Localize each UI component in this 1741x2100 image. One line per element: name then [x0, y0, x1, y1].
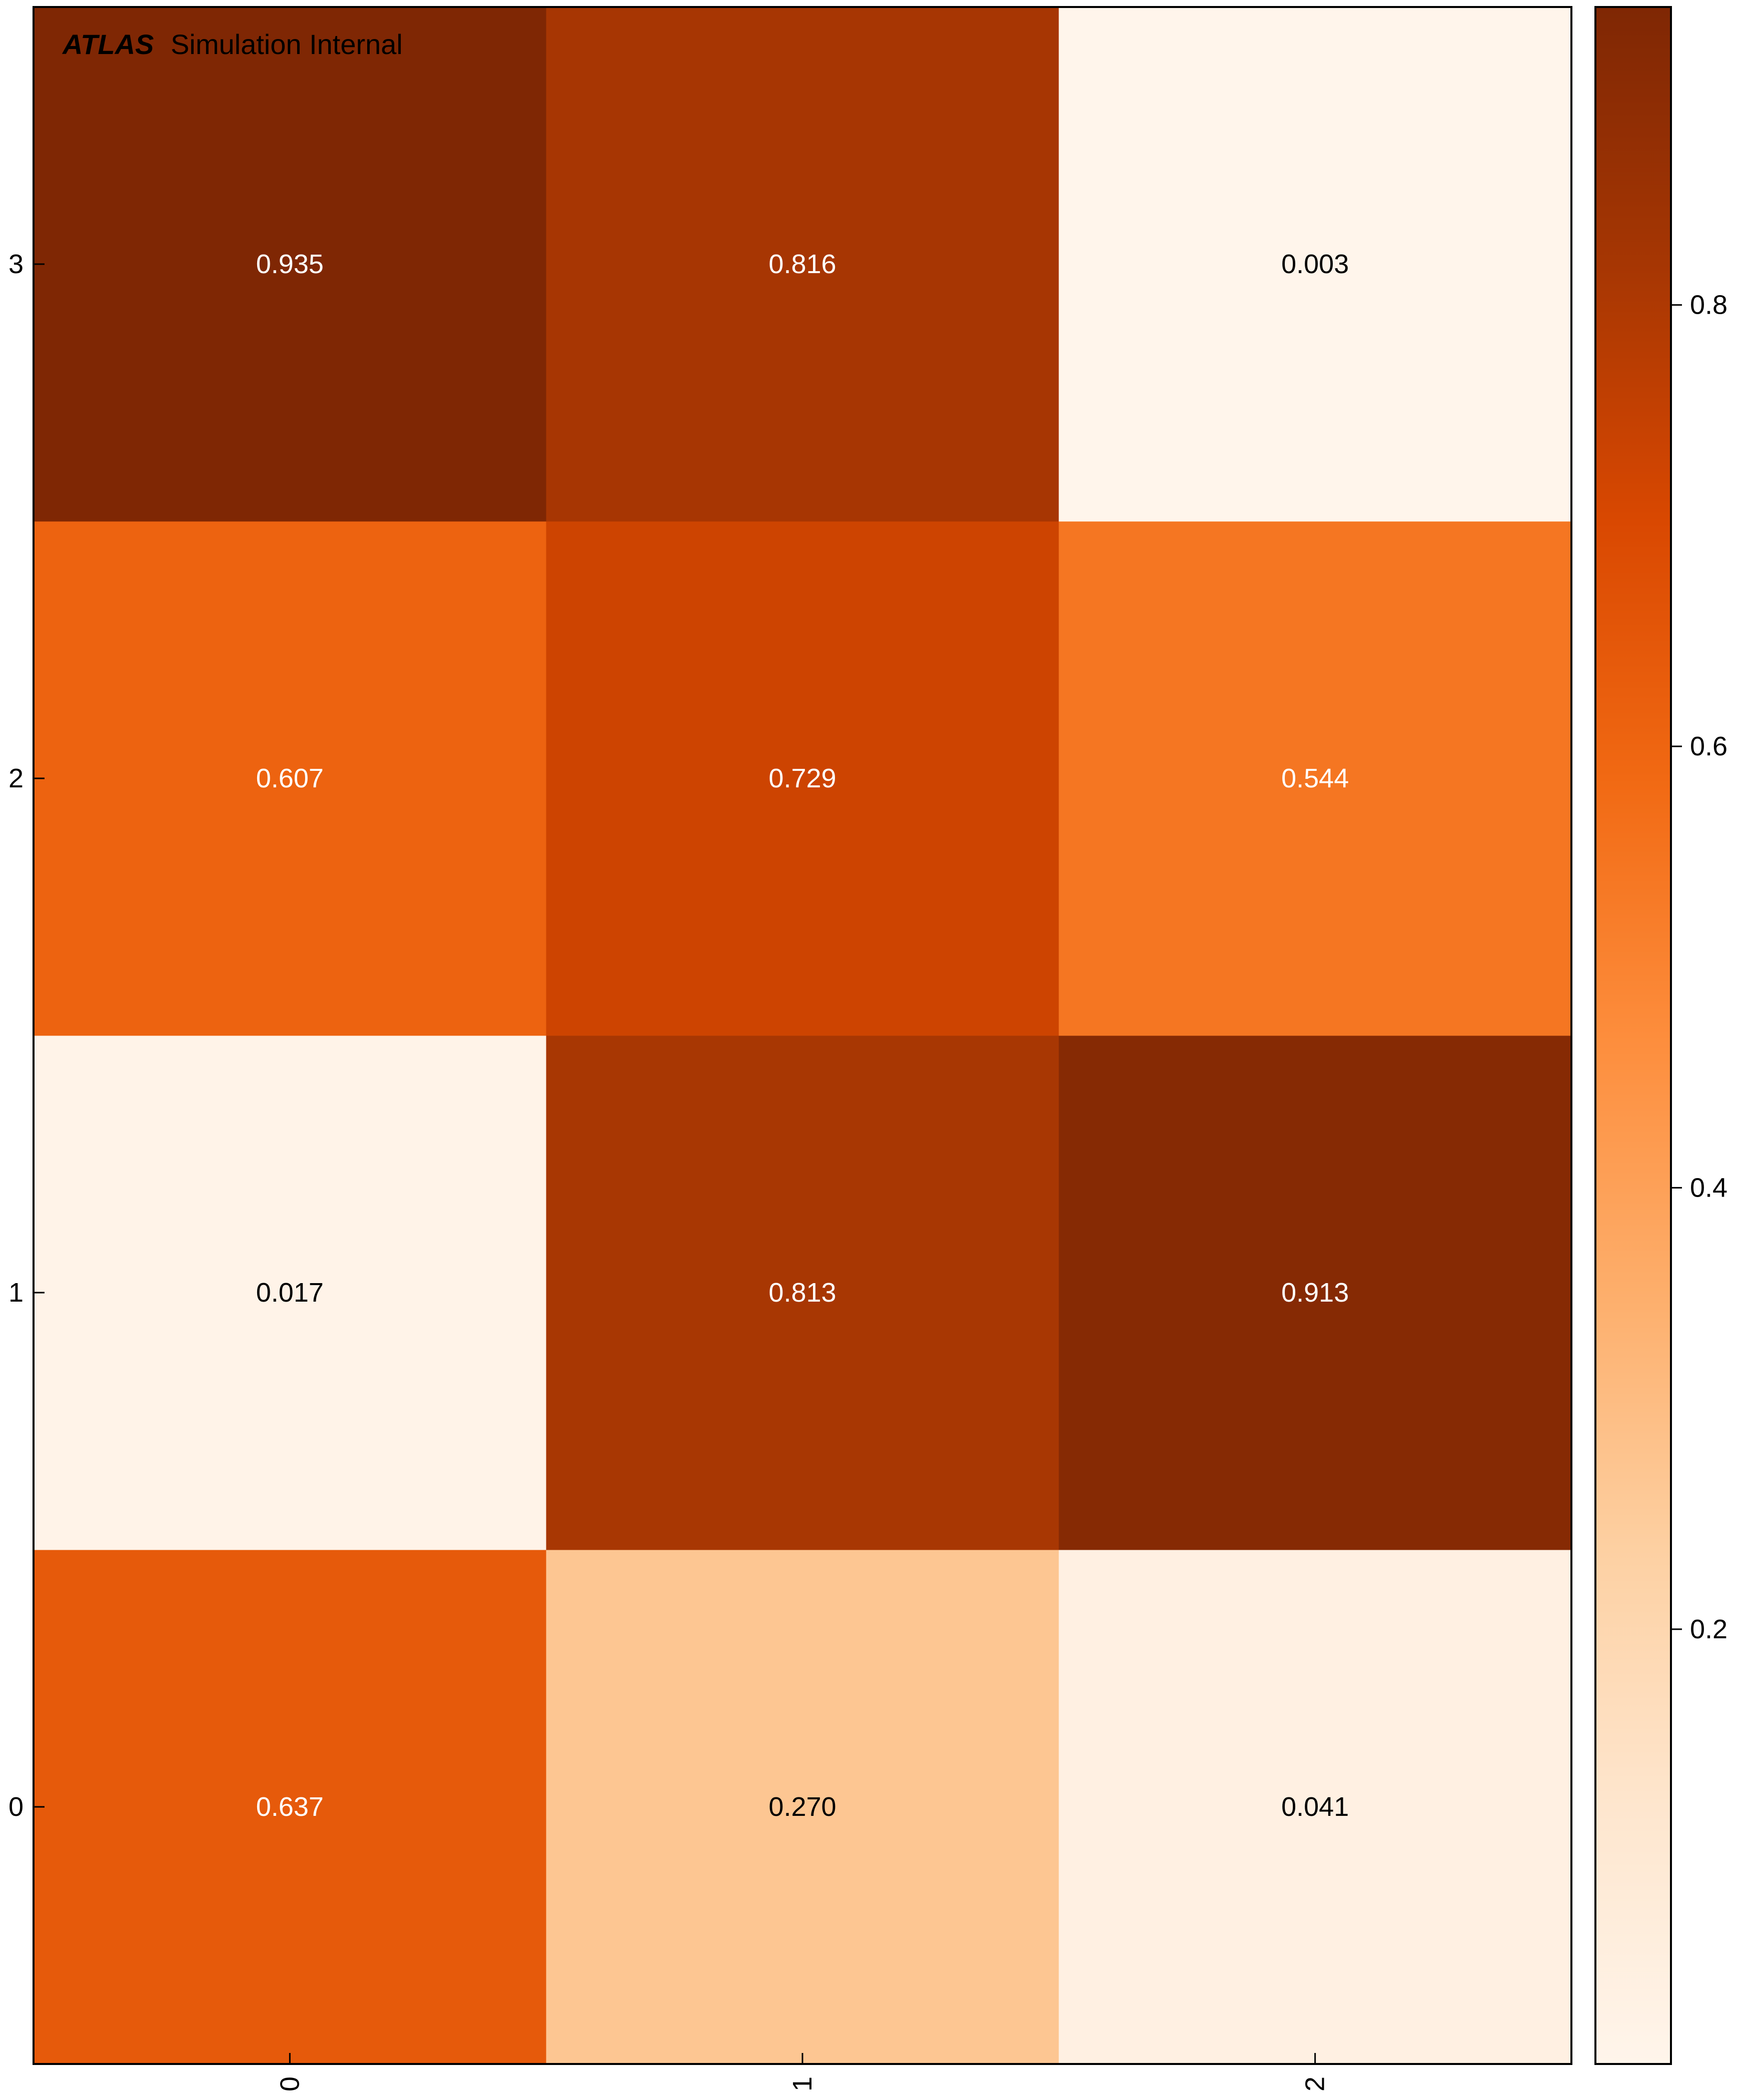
- atlas-label-bold: ATLAS: [62, 29, 154, 60]
- cell-value-label: 0.544: [1281, 763, 1349, 793]
- colorbar-frame: [1594, 6, 1672, 2065]
- y-tick-label: 1: [9, 1278, 24, 1308]
- colorbar-tick-label: 0.4: [1690, 1173, 1727, 1203]
- colorbar-tick-label: 0.6: [1690, 731, 1727, 761]
- heatmap-cell-labels: 0.637 0.270 0.041 0.017 0.813 0.913 0.607 0.729…: [256, 249, 1349, 1822]
- heatmap-cell-y2-x1: [546, 521, 1059, 1036]
- y-tick-label: 2: [9, 763, 24, 793]
- x-tick-label: 0: [275, 2076, 305, 2091]
- heatmap-cell-y2-x2: [1059, 521, 1572, 1036]
- heatmap-cells: [34, 7, 1572, 2064]
- x-axis: 0 1 2: [275, 2053, 1330, 2091]
- heatmap-cell-y2-x0: [34, 521, 547, 1036]
- atlas-label: ATLAS Simulation Internal: [62, 29, 403, 60]
- heatmap-cell-y1-x0: [34, 1035, 547, 1550]
- colorbar-tick-label: 0.8: [1690, 290, 1727, 320]
- y-tick-label: 0: [9, 1792, 24, 1822]
- heatmap-cell-y0-x1: [546, 1550, 1059, 2064]
- heatmap-cell-y3-x0: [34, 7, 547, 522]
- y-axis: 0 1 2 3: [9, 249, 45, 1822]
- cell-value-label: 0.017: [256, 1278, 324, 1308]
- x-tick-label: 1: [787, 2076, 817, 2091]
- heatmap-cell-y0-x0: [34, 1550, 547, 2064]
- cell-value-label: 0.913: [1281, 1278, 1349, 1308]
- cell-value-label: 0.607: [256, 763, 324, 793]
- cell-value-label: 0.935: [256, 249, 324, 279]
- heatmap-cell-y1-x1: [546, 1035, 1059, 1550]
- cell-value-label: 0.729: [768, 763, 836, 793]
- cell-value-label: 0.813: [768, 1278, 836, 1308]
- heatmap-cell-y0-x2: [1059, 1550, 1572, 2064]
- atlas-label-rest: Simulation Internal: [171, 29, 403, 60]
- colorbar-ticks: 0.2 0.4 0.6 0.8: [1671, 290, 1727, 1644]
- x-tick-label: 2: [1300, 2076, 1330, 2091]
- y-tick-label: 3: [9, 249, 24, 279]
- colorbar-tick-label: 0.2: [1690, 1614, 1727, 1644]
- heatmap-cell-y1-x2: [1059, 1035, 1572, 1550]
- heatmap-cell-y3-x2: [1059, 7, 1572, 522]
- cell-value-label: 0.637: [256, 1792, 324, 1822]
- cell-value-label: 0.003: [1281, 249, 1349, 279]
- cell-value-label: 0.270: [768, 1792, 836, 1822]
- cell-value-label: 0.816: [768, 249, 836, 279]
- colorbar: [1595, 7, 1671, 2064]
- cell-value-label: 0.041: [1281, 1792, 1349, 1822]
- heatmap-cell-y3-x1: [546, 7, 1059, 522]
